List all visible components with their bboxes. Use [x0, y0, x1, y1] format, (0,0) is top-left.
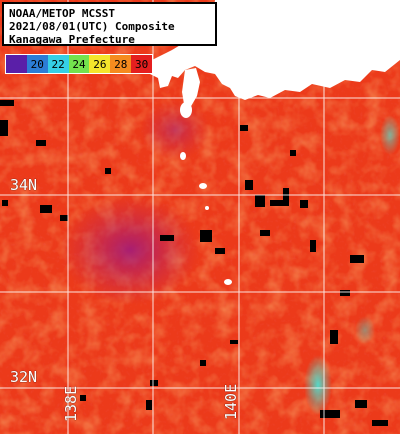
lat-label-32n: 32N [10, 368, 38, 386]
cloud-masks [0, 100, 388, 426]
scale-segment [6, 55, 27, 73]
island [199, 183, 207, 189]
scale-label: 28 [114, 57, 128, 71]
lat-label-34n: 34N [10, 176, 38, 194]
scale-segment: 28 [110, 55, 132, 73]
scale-label: 30 [134, 57, 149, 71]
island [205, 206, 209, 210]
scale-segment: 20 [26, 55, 48, 73]
warm-water-zone [60, 195, 200, 305]
cool-water-patch-3 [355, 316, 375, 344]
temperature-scale: 20 22 24 26 28 30 [5, 54, 153, 74]
island [180, 152, 186, 160]
lon-label-138e: 138E [62, 385, 80, 422]
lon-label-140e: 140E [222, 383, 240, 420]
cool-water-patch [304, 355, 332, 415]
scale-label: 24 [72, 57, 86, 71]
warm-water-zone-2 [140, 100, 210, 160]
scale-label: 26 [93, 57, 107, 71]
title-line-1: NOAA/METOP MCSST [9, 7, 115, 20]
title-line-3: Kanagawa Prefecture [9, 33, 135, 46]
scale-segment: 26 [89, 55, 111, 73]
cool-water-patch-2 [380, 115, 400, 155]
scale-segment: 22 [47, 55, 69, 73]
map-title-box: NOAA/METOP MCSST 2021/08/01(UTC) Composi… [2, 2, 217, 46]
title-line-2: 2021/08/01(UTC) Composite [9, 20, 175, 33]
scale-label: 20 [30, 57, 44, 71]
scale-label: 22 [51, 57, 65, 71]
island [224, 279, 232, 285]
island [180, 102, 192, 118]
scale-segment: 30 [131, 55, 153, 73]
scale-segment: 24 [68, 55, 90, 73]
